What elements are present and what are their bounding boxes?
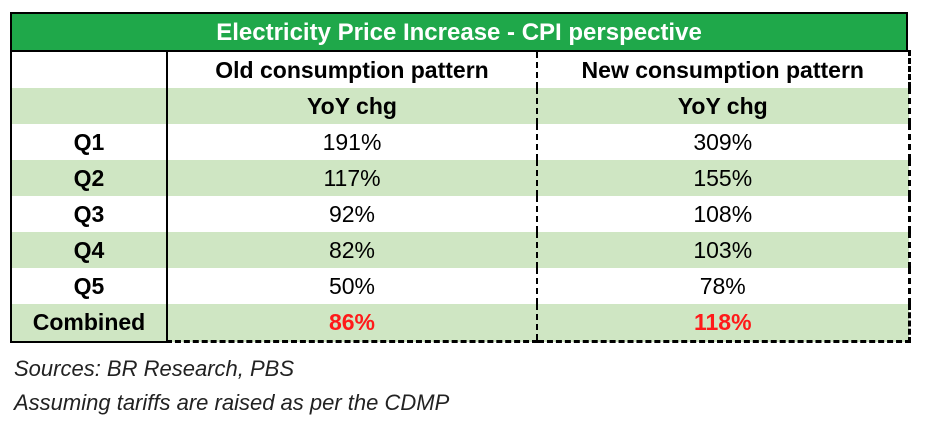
table-row: Q2 117% 155%	[10, 160, 911, 196]
cell-old: 191%	[167, 124, 538, 160]
column-header-new: New consumption pattern	[537, 50, 911, 88]
cell-new: 155%	[537, 160, 911, 196]
row-label: Q1	[10, 124, 168, 160]
row-label: Q4	[10, 232, 168, 268]
footnotes: Sources: BR Research, PBS Assuming tarif…	[14, 352, 449, 420]
subheader-old: YoY chg	[167, 88, 538, 124]
column-header-old: Old consumption pattern	[167, 50, 538, 88]
cell-new: 108%	[537, 196, 911, 232]
cell-old: 82%	[167, 232, 538, 268]
table-row: Q3 92% 108%	[10, 196, 911, 232]
cell-new: 103%	[537, 232, 911, 268]
subheader-new: YoY chg	[537, 88, 911, 124]
cell-old: 92%	[167, 196, 538, 232]
cell-new: 309%	[537, 124, 911, 160]
column-header-row: Old consumption pattern New consumption …	[10, 50, 911, 88]
assumption-note: Assuming tariffs are raised as per the C…	[14, 390, 450, 415]
table-figure: Electricity Price Increase - CPI perspec…	[10, 12, 911, 343]
cell-old: 117%	[167, 160, 538, 196]
table-title: Electricity Price Increase - CPI perspec…	[10, 12, 908, 50]
row-label-combined: Combined	[10, 304, 168, 343]
cell-old: 50%	[167, 268, 538, 304]
corner-cell	[10, 50, 168, 88]
subheader-blank	[10, 88, 168, 124]
table-row: Q5 50% 78%	[10, 268, 911, 304]
row-label: Q5	[10, 268, 168, 304]
row-label: Q3	[10, 196, 168, 232]
cell-old-combined: 86%	[167, 304, 538, 343]
subheader-row: YoY chg YoY chg	[10, 88, 911, 124]
cell-new: 78%	[537, 268, 911, 304]
table-row: Q4 82% 103%	[10, 232, 911, 268]
combined-row: Combined 86% 118%	[10, 304, 911, 343]
source-note: Sources: BR Research, PBS	[14, 356, 295, 381]
table-row: Q1 191% 309%	[10, 124, 911, 160]
row-label: Q2	[10, 160, 168, 196]
data-table: Old consumption pattern New consumption …	[10, 50, 911, 343]
cell-new-combined: 118%	[537, 304, 911, 343]
